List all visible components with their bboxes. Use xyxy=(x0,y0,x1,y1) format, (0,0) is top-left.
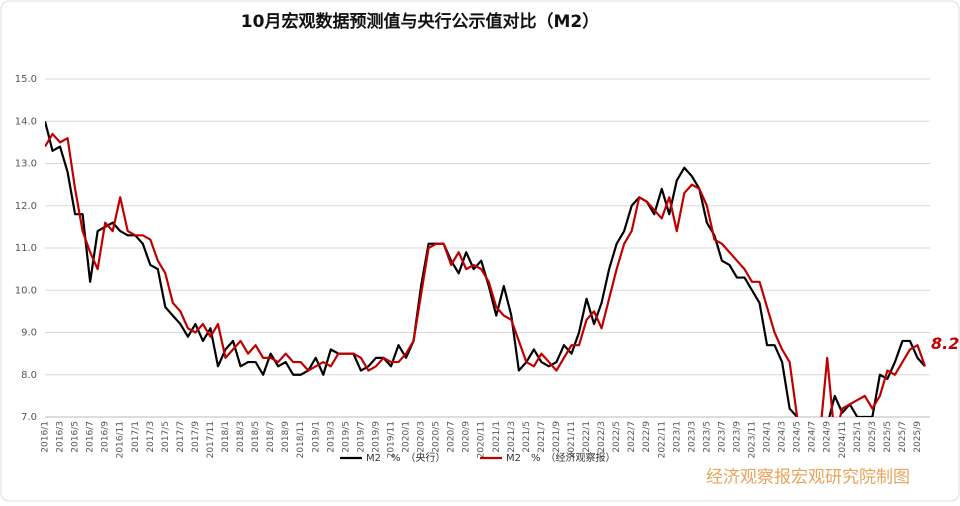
x-tick-label: 2021/9 xyxy=(552,421,562,453)
x-tick-label: 2020/11 xyxy=(477,421,487,458)
x-tick-label: 2022/9 xyxy=(642,421,652,453)
x-tick-label: 2024/5 xyxy=(793,421,803,453)
x-tick-label: 2020/3 xyxy=(417,421,427,453)
annotation: 8.2 xyxy=(931,334,959,353)
y-tick-label: 9.0 xyxy=(21,328,37,339)
x-tick-label: 2019/1 xyxy=(311,421,321,453)
x-tick-label: 2025/9 xyxy=(913,421,923,453)
x-tick-label: 2016/3 xyxy=(56,421,66,453)
x-tick-label: 2025/1 xyxy=(853,421,863,453)
plot-lines xyxy=(45,120,927,417)
x-tick-label: 2020/7 xyxy=(447,421,457,453)
x-tick-label: 2025/7 xyxy=(898,421,908,453)
chart-title: 10月宏观数据预测值与央行公示值对比（M2） xyxy=(241,11,599,32)
x-tick-label: 2019/5 xyxy=(341,421,351,453)
x-tick-label: 2020/5 xyxy=(432,421,442,453)
x-tick-label: 2021/5 xyxy=(522,421,532,453)
x-tick-label: 2016/7 xyxy=(86,421,96,453)
x-tick-label: 2024/7 xyxy=(808,421,818,453)
x-tick-label: 2024/1 xyxy=(763,421,773,453)
y-tick-label: 14.0 xyxy=(15,116,37,127)
y-tick-label: 8.0 xyxy=(21,370,37,381)
x-tick-label: 2021/3 xyxy=(507,421,517,453)
x-tick-label: 2016/9 xyxy=(101,421,111,453)
x-tick-label: 2022/11 xyxy=(657,421,667,458)
x-tick-label: 2022/5 xyxy=(612,421,622,453)
x-tick-label: 2017/9 xyxy=(191,421,201,453)
x-tick-label: 2018/11 xyxy=(296,421,306,458)
y-tick-label: 12.0 xyxy=(15,201,37,212)
x-tick-label: 2024/9 xyxy=(823,421,833,453)
x-tick-label: 2023/1 xyxy=(672,421,682,453)
x-tick-label: 2016/11 xyxy=(116,421,126,458)
y-tick-label: 15.0 xyxy=(15,74,37,85)
x-tick-label: 2019/3 xyxy=(326,421,336,453)
x-tick-label: 2018/5 xyxy=(251,421,261,453)
x-tick-label: 2020/9 xyxy=(462,421,472,453)
x-tick-label: 2020/1 xyxy=(402,421,412,453)
x-tick-label: 2022/1 xyxy=(582,421,592,453)
x-tick-label: 2023/3 xyxy=(687,421,697,453)
x-tick-label: 2023/5 xyxy=(702,421,712,453)
x-tick-label: 2017/11 xyxy=(206,421,216,458)
legend-label: M2 % （央行） xyxy=(366,451,446,464)
x-tick-label: 2017/5 xyxy=(161,421,171,453)
series-line xyxy=(45,132,927,417)
x-tick-label: 2018/9 xyxy=(281,421,291,453)
x-tick-label: 2025/3 xyxy=(868,421,878,453)
x-tick-label: 2019/11 xyxy=(386,421,396,458)
x-tick-label: 2022/3 xyxy=(597,421,607,453)
x-tick-label: 2018/7 xyxy=(266,421,276,453)
x-tick-label: 2022/7 xyxy=(627,421,637,453)
x-tick-label: 2024/3 xyxy=(778,421,788,453)
x-tick-label: 2016/5 xyxy=(71,421,81,453)
x-tick-label: 2023/11 xyxy=(748,421,758,458)
y-tick-label: 11.0 xyxy=(15,243,37,254)
x-tick-label: 2021/1 xyxy=(492,421,502,453)
x-tick-label: 2017/1 xyxy=(131,421,141,453)
x-tick-label: 2019/9 xyxy=(371,421,381,453)
x-tick-label: 2019/7 xyxy=(356,421,366,453)
x-tick-label: 2017/3 xyxy=(146,421,156,453)
y-tick-label: 7.0 xyxy=(21,412,37,423)
x-tick-label: 2024/11 xyxy=(838,421,848,458)
watermark: 经济观察报宏观研究院制图 xyxy=(706,468,910,488)
x-tick-label: 2021/11 xyxy=(567,421,577,458)
y-tick-label: 13.0 xyxy=(15,159,37,170)
x-tick-label: 2016/1 xyxy=(41,421,51,453)
legend-label: M2 % （经济观察报） xyxy=(506,451,616,464)
y-tick-label: 10.0 xyxy=(15,285,37,296)
x-tick-label: 2023/9 xyxy=(732,421,742,453)
x-tick-label: 2025/5 xyxy=(883,421,893,453)
x-tick-label: 2023/7 xyxy=(717,421,727,453)
x-tick-label: 2017/7 xyxy=(176,421,186,453)
x-tick-label: 2021/7 xyxy=(537,421,547,453)
x-tick-label: 2018/1 xyxy=(221,421,231,453)
x-tick-label: 2018/3 xyxy=(236,421,246,453)
